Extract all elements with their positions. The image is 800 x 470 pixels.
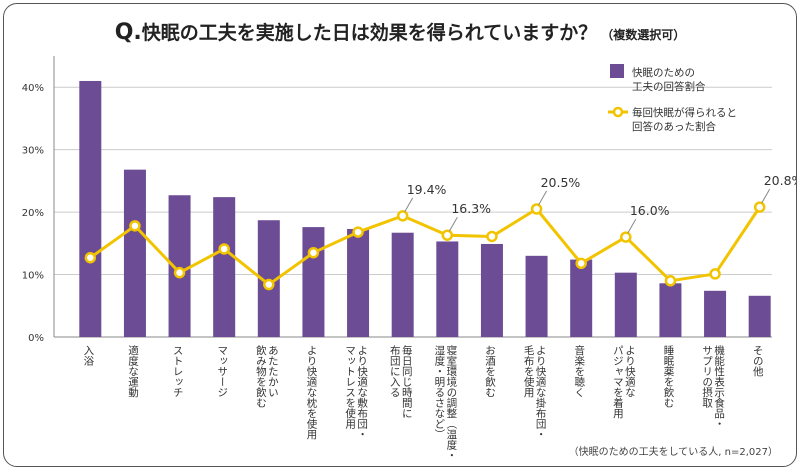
line-point	[620, 231, 632, 243]
x-category-label: その他	[752, 345, 764, 377]
x-category-label: ストレッチ	[172, 345, 184, 398]
chart-svg: 0% 10% 20% 30% 40% 入浴 適度な運動 ストレッチ マッサージ あたたかい飲み物を…	[22, 56, 796, 461]
footnote: （快眠のための工夫をしている人, n=2,027）	[568, 447, 778, 458]
title-q: Q.	[114, 20, 142, 45]
line-point	[263, 278, 275, 291]
chart-title: Q.快眠の工夫を実施した日は効果を得られていますか？ （複数選択可）	[4, 18, 796, 45]
annotation-label: 19.4%	[407, 182, 447, 197]
annotation-leader	[404, 197, 414, 213]
x-category-label: サプリの摂取	[701, 345, 713, 409]
x-category-label: 睡眠薬を飲む	[662, 344, 674, 408]
line-series	[89, 206, 761, 287]
legend-bar-label: 工夫の回答割合	[632, 80, 706, 93]
title-sub: （複数選択可）	[601, 28, 686, 42]
legend-line-label: 毎回快眠が得られると	[632, 106, 737, 119]
x-category-label: より快適な	[624, 345, 636, 398]
annotation-label: 20.5%	[541, 175, 581, 190]
bar	[168, 195, 191, 337]
bar	[748, 295, 771, 337]
bar	[480, 243, 503, 337]
line-point	[352, 226, 364, 238]
bar	[525, 255, 548, 337]
bar	[614, 272, 637, 337]
legend-line-label: 回答のあった割合	[632, 120, 716, 133]
y-tick-label: 20%	[22, 208, 44, 219]
y-tick-label: 10%	[22, 271, 44, 282]
x-category-label: 湿度・明るさなど）	[433, 345, 445, 440]
annotation-leader	[448, 216, 458, 232]
x-category-label: 布団に入る	[389, 345, 401, 398]
line-point	[84, 251, 97, 264]
x-category-label: 毎日同じ時間に	[401, 344, 413, 418]
x-category-label: より快適な掛布団・	[535, 345, 547, 440]
bar	[213, 197, 236, 337]
bar	[123, 169, 146, 337]
line-point	[396, 210, 409, 222]
chart-frame: Q.快眠の工夫を実施した日は効果を得られていますか？ （複数選択可） 0% 10% 2…	[3, 3, 797, 467]
bar	[347, 228, 370, 337]
x-category-label: パジャマを着用	[612, 345, 624, 419]
bar	[704, 290, 727, 337]
bar	[79, 80, 102, 337]
x-category-label: より快適な枕を使用	[305, 345, 317, 440]
annotation-leader	[761, 188, 771, 204]
x-category-label: 機能性表示食品・	[713, 344, 725, 429]
legend-bar-label: 快眠のための	[632, 67, 695, 79]
y-tick-label: 0%	[28, 333, 44, 344]
line-point	[129, 220, 141, 232]
annotation-label: 20.8%	[764, 173, 796, 188]
line-point	[575, 257, 587, 270]
legend-bar-swatch	[610, 64, 624, 78]
x-category-label: 飲み物を飲む	[255, 344, 267, 408]
bar	[570, 259, 593, 337]
y-tick-label: 30%	[22, 146, 44, 157]
bar	[436, 241, 459, 337]
annotation-label: 16.3%	[451, 201, 491, 216]
x-category-label: あたたかい	[267, 345, 279, 398]
annotation-leader	[538, 190, 547, 206]
bar	[257, 220, 280, 337]
annotation-leader	[627, 218, 637, 234]
x-category-label: 毛布を使用	[523, 345, 535, 398]
x-category-label: 音楽を聴く	[573, 344, 585, 397]
annotation-label: 16.0%	[630, 203, 670, 218]
bar	[659, 283, 682, 337]
line-point	[486, 230, 498, 243]
line-point	[753, 201, 766, 213]
legend-line-marker	[612, 106, 624, 118]
line-point	[173, 266, 186, 279]
x-category-label: より快適な敷布団・	[356, 345, 368, 440]
title-main: 快眠の工夫を実施した日は効果を得られていますか？	[141, 22, 598, 44]
line-point	[441, 229, 454, 241]
line-point	[530, 203, 543, 215]
x-category-label: マッサージ	[216, 345, 228, 398]
x-category-label: 適度な運動	[127, 344, 139, 398]
x-category-label: 入浴	[82, 345, 94, 367]
line-point	[218, 243, 230, 255]
bar	[302, 227, 325, 337]
y-tick-label: 40%	[22, 83, 44, 94]
line-point	[307, 246, 320, 259]
x-category-label: マットレスを使用	[344, 345, 356, 430]
line-point	[664, 275, 677, 287]
bar	[391, 232, 414, 337]
x-category-label: お酒を飲む	[484, 345, 496, 398]
line-point	[709, 268, 721, 280]
x-category-label: 寝室環境の調整（温度・	[445, 344, 457, 460]
